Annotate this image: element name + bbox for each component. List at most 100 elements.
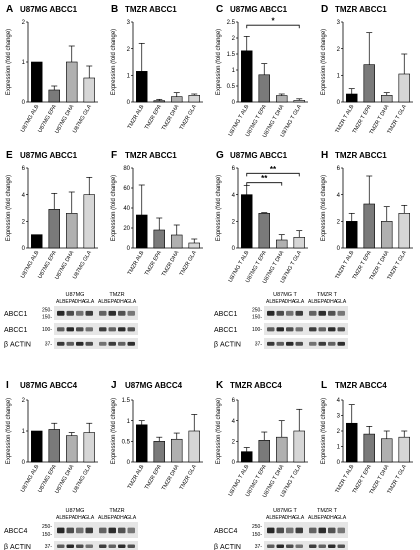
- panel-letter-E: E: [6, 150, 13, 161]
- blot-abcc4-right-row-label-1: β ACTIN: [214, 544, 241, 550]
- blot-abcc1-left-marker-1: 150-: [42, 315, 52, 321]
- y-tick-label-D: 2: [337, 47, 341, 53]
- significance-label-G-0: **: [261, 174, 268, 183]
- y-tick-label-A: 2: [22, 20, 26, 26]
- panel-title-E: U87MG ABCC1: [20, 151, 78, 160]
- bar-C-1: [258, 74, 270, 103]
- blot-abcc4-right-band-1-4: [309, 544, 317, 548]
- blot-abcc4-left-lane1-3: GLA: [84, 515, 95, 521]
- y-axis-label-D: Expression (fold change): [321, 29, 327, 95]
- category-label-F-0: TMZR ALB: [127, 250, 146, 277]
- blot-abcc4-left-lane1-0: ALB: [56, 515, 66, 521]
- blot-abcc1-left-band-0-2: [76, 310, 84, 316]
- blot-abcc1-right-band-1-0: [267, 327, 275, 332]
- bar-E-2: [66, 213, 78, 249]
- category-label-F-2: TMZR DHA: [161, 250, 181, 278]
- blot-abcc4-left-membrane-1: [54, 541, 138, 550]
- blot-abcc1-left-band-2-3: [85, 341, 93, 346]
- blot-abcc1-right-band-1-4: [309, 327, 317, 332]
- blot-abcc4-left-group2: TMZR: [109, 508, 124, 514]
- blot-abcc1-right-lane2-2: DHA: [326, 299, 337, 305]
- blot-abcc4-left-marker-0: 250-: [42, 524, 52, 530]
- y-tick-label-L: 2: [337, 429, 341, 435]
- y-tick-label-H: 2: [337, 220, 341, 226]
- y-tick-label-C: 0: [232, 100, 236, 106]
- blot-abcc1-left-band-1-0: [57, 327, 65, 332]
- y-tick-label-F: 40: [123, 206, 130, 212]
- blot-abcc1-right-membrane-2: [264, 338, 348, 349]
- bar-D-3: [398, 73, 410, 103]
- bar-J-0: [136, 424, 148, 463]
- blot-abcc1-right-band-1-6: [328, 327, 336, 332]
- blot-abcc1-right-band-0-5: [318, 310, 326, 316]
- blot-abcc1-left-row-label-1: ABCC1: [4, 327, 27, 334]
- blot-abcc1-left-lane1-3: GLA: [84, 299, 95, 305]
- bar-E-3: [83, 194, 95, 249]
- bar-B-1: [153, 100, 165, 103]
- blot-abcc1-left-membrane-0: [54, 306, 138, 320]
- panel-letter-A: A: [6, 4, 13, 15]
- blot-abcc1-right-group1: U87MG T: [273, 292, 297, 298]
- blot-abcc1-left-group2: TMZR: [109, 292, 124, 298]
- panel-title-C: U87MG ABCC1: [230, 5, 288, 14]
- blot-abcc4-left-band-1-0: [57, 544, 65, 548]
- blot-abcc4-right-group1: U87MG T: [273, 508, 297, 514]
- y-tick-label-K: 4: [232, 419, 236, 425]
- category-label-B-2: TMZR DHA: [161, 104, 181, 132]
- y-tick-label-I: 1: [22, 429, 26, 435]
- blot-abcc1-left-band-0-3: [85, 310, 93, 316]
- blot-abcc4-left-lane2-0: ALB: [98, 515, 108, 521]
- category-label-D-3: TMZR T GLA: [387, 104, 409, 135]
- blot-abcc1-left-marker-2: 100-: [42, 327, 52, 333]
- y-tick-label-B: 1: [127, 74, 131, 80]
- category-label-L-3: TMZR T GLA: [387, 464, 409, 495]
- category-label-H-3: TMZR T GLA: [387, 250, 409, 281]
- blot-abcc4-right-band-0-5: [318, 527, 326, 534]
- blot-abcc1-left-band-1-1: [66, 327, 74, 332]
- blot-abcc4-right-band-0-4: [309, 527, 317, 534]
- blot-abcc1-right-lane1-1: EPA: [275, 299, 285, 305]
- blot-abcc1-left-band-0-0: [57, 310, 65, 316]
- y-tick-label-E: 2: [22, 220, 26, 226]
- bar-B-0: [136, 71, 148, 103]
- blot-abcc4-right-band-0-0: [267, 527, 275, 534]
- bar-F-1: [153, 229, 165, 249]
- blot-abcc4-right-lane2-0: ALB: [308, 515, 318, 521]
- category-label-F-1: TMZR EPA: [144, 250, 163, 277]
- blot-abcc1-right-band-2-4: [309, 341, 317, 346]
- bar-K-0: [241, 451, 253, 463]
- blot-abcc1-right-marker-3: 37-: [255, 342, 263, 348]
- panel-title-D: TMZR ABCC1: [335, 5, 387, 14]
- y-axis-label-I: Expression (fold change): [6, 398, 12, 464]
- y-tick-label-L: 0: [337, 460, 341, 466]
- y-tick-label-A: 1: [22, 60, 26, 66]
- y-axis-label-A: Expression (fold change): [6, 29, 12, 95]
- bar-H-0: [346, 221, 358, 249]
- blot-abcc1-right-band-0-7: [337, 310, 345, 316]
- bar-L-3: [398, 436, 410, 463]
- panel-letter-B: B: [111, 4, 118, 15]
- y-tick-label-D: 0: [337, 100, 341, 106]
- blot-abcc4-left-marker-2: 37-: [45, 544, 53, 550]
- blot-abcc1-right-band-1-7: [337, 327, 345, 332]
- blot-abcc1-right-band-1-2: [286, 327, 294, 332]
- blot-abcc1-left-band-0-1: [66, 310, 74, 316]
- blot-abcc1-left-band-0-6: [118, 310, 126, 316]
- blot-abcc4-left-row-label-0: ABCC4: [4, 528, 27, 535]
- bar-J-2: [171, 438, 183, 463]
- bar-H-1: [363, 203, 375, 249]
- bar-H-3: [398, 213, 410, 249]
- y-axis-label-B: Expression (fold change): [111, 29, 117, 95]
- bar-A-1: [48, 89, 60, 103]
- bar-G-1: [258, 213, 270, 249]
- bar-L-0: [346, 422, 358, 463]
- y-tick-label-K: 0: [232, 460, 236, 466]
- bar-F-3: [188, 242, 200, 249]
- y-tick-label-J: 0.5: [122, 440, 131, 446]
- blot-abcc1-left-lane2-0: ALB: [98, 299, 108, 305]
- blot-abcc4-left-lane1-1: EPA: [65, 515, 75, 521]
- blot-abcc1-right-lane2-3: GLA: [336, 299, 347, 305]
- blot-abcc4-left-group1: U87MG: [66, 508, 85, 514]
- bar-C-2: [276, 95, 288, 103]
